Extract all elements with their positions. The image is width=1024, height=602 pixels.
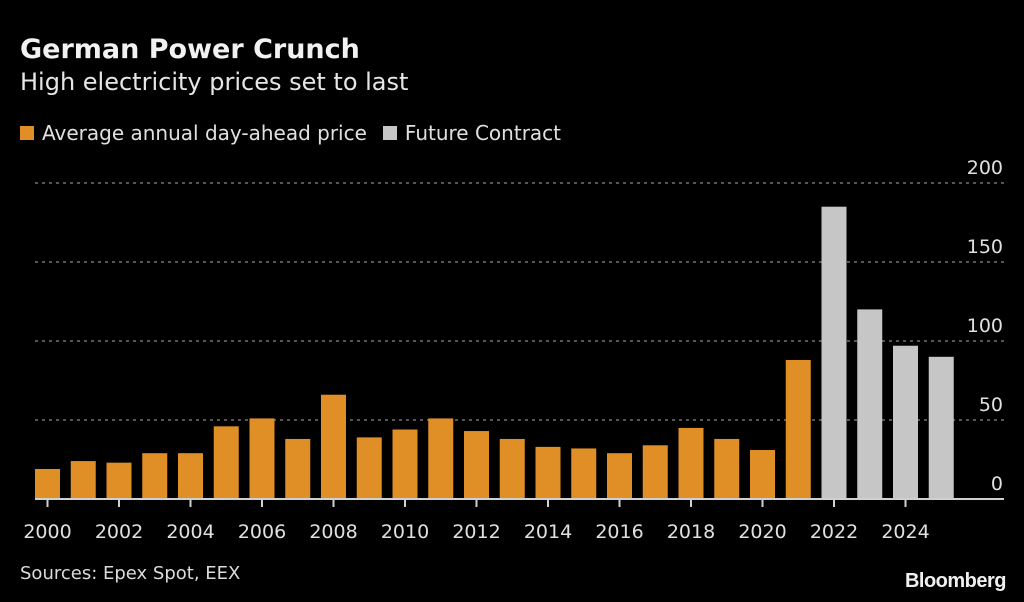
bar [642,445,668,499]
legend-item-day-ahead: Average annual day-ahead price [20,121,367,145]
legend-label: Average annual day-ahead price [42,121,367,145]
x-tick-label: 2006 [238,521,286,543]
bar [928,356,954,499]
bar [356,437,382,499]
bar [821,206,847,499]
x-tick-label: 2018 [667,521,715,543]
bar [178,453,203,499]
x-tick-label: 2010 [381,521,429,543]
legend-label: Future Contract [404,121,562,145]
x-tick-label: 2022 [810,521,858,543]
bar [106,462,132,499]
bar [285,438,311,499]
bar [213,426,239,499]
x-tick-label: 2024 [881,521,929,543]
x-tick-label: 2002 [95,521,143,543]
bar [392,429,418,499]
bar [607,453,632,499]
y-tick-label: 0 [991,473,1003,495]
bar [571,448,597,499]
x-tick-label: 2000 [23,521,71,543]
bar [750,450,775,499]
y-tick-label: 150 [967,236,1003,258]
source-note: Sources: Epex Spot, EEX [20,563,241,584]
bar [321,394,346,499]
bar [535,446,561,499]
bar [857,309,883,499]
y-tick-label: 50 [979,394,1003,416]
legend-item-future: Future Contract [382,121,562,145]
bar [428,418,454,499]
chart-title: German Power Crunch [20,34,360,65]
bar [499,438,525,499]
bar [785,359,811,499]
legend-swatch-gray [382,126,397,140]
legend: Average annual day-ahead price Future Co… [20,121,577,145]
x-tick-label: 2020 [738,521,786,543]
x-tick-label: 2016 [595,521,643,543]
bar [35,468,60,499]
y-tick-label: 200 [967,157,1003,179]
bloomberg-logo: Bloomberg [904,570,1007,592]
x-tick-label: 2008 [309,521,357,543]
bar [678,427,704,499]
bar [142,453,168,499]
bar [249,418,275,499]
chart-subtitle: High electricity prices set to last [20,68,409,96]
bar [70,461,96,499]
x-tick-label: 2014 [524,521,572,543]
bar [893,345,918,499]
legend-swatch-orange [20,126,34,140]
x-tick-label: 2004 [166,521,214,543]
bar [714,438,740,499]
bar [464,431,489,499]
y-tick-label: 100 [967,315,1003,337]
x-tick-label: 2012 [452,521,500,543]
